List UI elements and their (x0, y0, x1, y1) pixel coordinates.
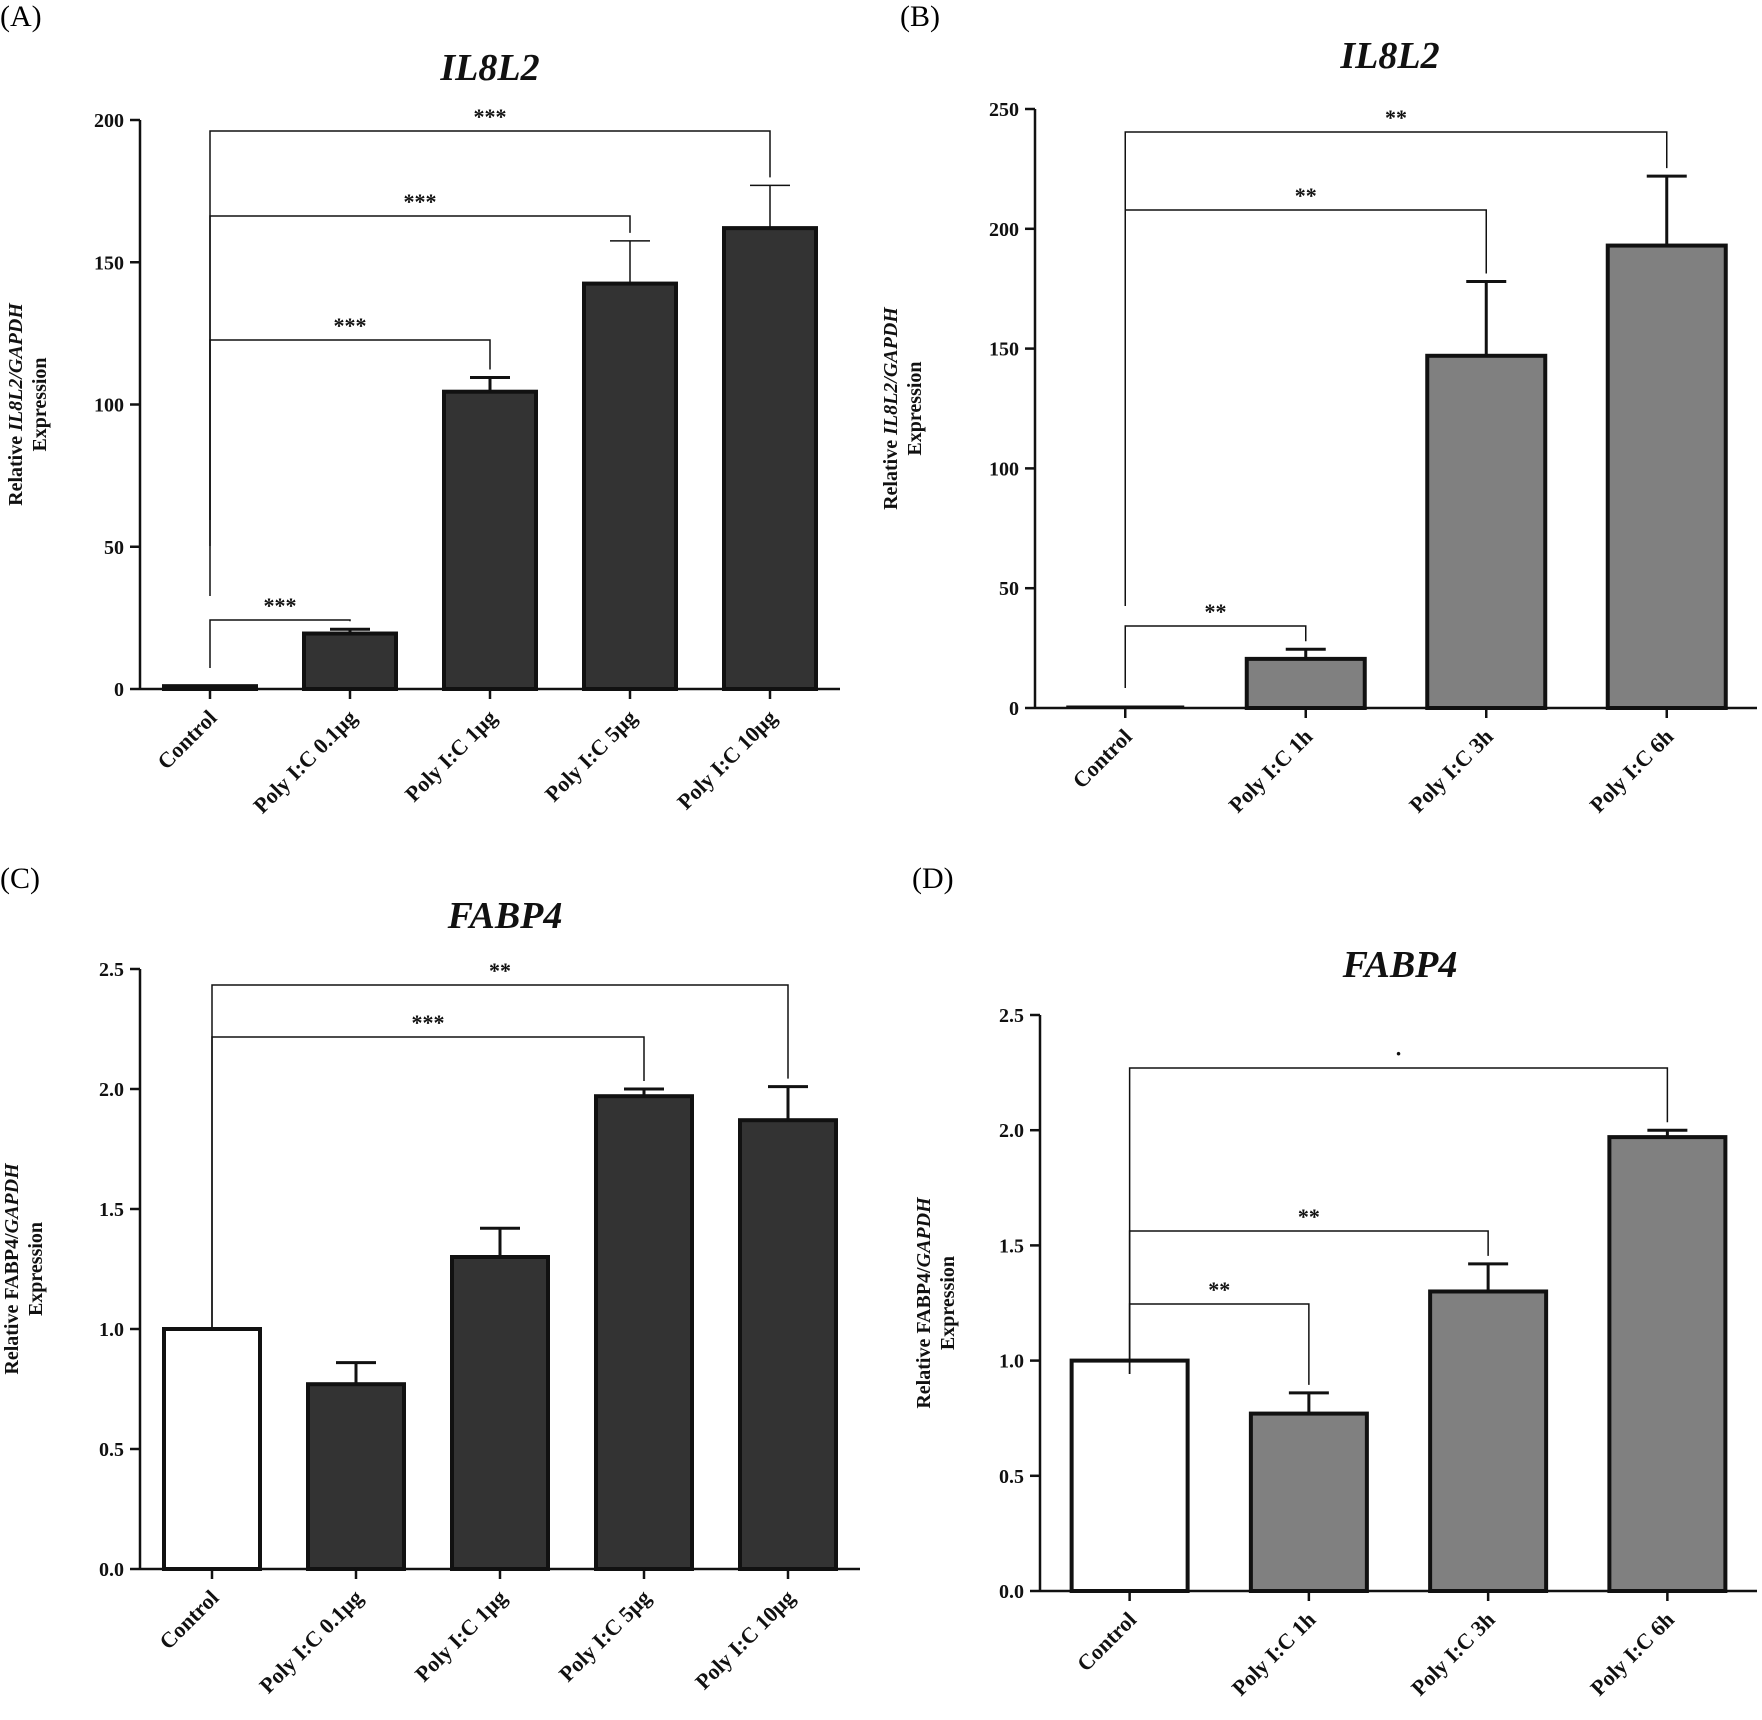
y-axis-label-b: Relative IL8L2/GAPDH (880, 306, 902, 510)
category-label-c: Poly I:C 1μg (410, 1585, 512, 1687)
category-label-a: Control (152, 705, 221, 774)
bar-b (1244, 656, 1367, 711)
significance-label-a: *** (474, 104, 507, 129)
chart-title-b: IL8L2 (1339, 35, 1439, 77)
significance-label-a: *** (334, 313, 367, 338)
category-label-b: Poly I:C 6h (1585, 724, 1679, 818)
bar-c (738, 1118, 838, 1571)
significance-label-a: *** (264, 593, 297, 618)
significance-label-d: ** (1298, 1204, 1320, 1229)
y-tick-label-c: 2.5 (99, 959, 124, 981)
y-tick-label-d: 2.5 (999, 1005, 1024, 1027)
chart-title-a: IL8L2 (439, 47, 539, 89)
category-label-a: Poly I:C 0.1μg (248, 705, 361, 818)
y-axis-label-line2-c: Expression (25, 1222, 47, 1316)
y-tick-label-b: 0 (1009, 698, 1019, 720)
bar-a (302, 631, 398, 692)
y-tick-label-c: 0.0 (99, 1559, 124, 1581)
category-label-c: Poly I:C 0.1μg (254, 1585, 367, 1698)
bar-a (162, 684, 258, 692)
category-label-c: Poly I:C 10μg (690, 1585, 799, 1694)
category-label-a: Poly I:C 1μg (400, 705, 502, 807)
y-axis-label-a: Relative IL8L2/GAPDH (5, 302, 27, 506)
significance-label-d: · (1395, 1041, 1402, 1066)
significance-bracket-b (1124, 625, 1307, 688)
bar-c (594, 1094, 694, 1571)
category-label-d: Poly I:C 6h (1585, 1607, 1679, 1701)
category-label-b: Control (1068, 724, 1137, 793)
bar-a (722, 226, 818, 692)
y-tick-label-a: 200 (94, 110, 124, 132)
significance-label-d: ** (1208, 1277, 1230, 1302)
bar-d (1607, 1135, 1728, 1594)
y-tick-label-d: 0.0 (999, 1581, 1024, 1603)
y-axis-label-line2-a: Expression (29, 357, 51, 451)
category-label-d: Control (1072, 1607, 1141, 1676)
bar-d (1428, 1289, 1549, 1593)
significance-bracket-a (209, 215, 631, 546)
bar-a (442, 389, 538, 691)
y-tick-label-a: 0 (114, 679, 124, 701)
significance-label-b: ** (1295, 183, 1317, 208)
significance-bracket-c (211, 1036, 645, 1328)
bar-d (1069, 1358, 1190, 1593)
category-label-d: Poly I:C 1h (1227, 1607, 1321, 1701)
bar-c (450, 1255, 550, 1571)
y-tick-label-c: 1.0 (99, 1319, 124, 1341)
panel-letter-a: (A) (0, 0, 42, 33)
category-label-c: Poly I:C 5μg (554, 1585, 656, 1687)
significance-label-b: ** (1205, 599, 1227, 624)
chart-title-d: FABP4 (1342, 944, 1458, 986)
significance-label-c: ** (489, 958, 511, 983)
y-tick-label-b: 200 (989, 219, 1019, 241)
significance-bracket-a (209, 619, 351, 668)
bar-a (582, 281, 678, 691)
bar-b (1425, 353, 1548, 710)
category-label-a: Poly I:C 10μg (672, 705, 781, 814)
bar-b (1605, 243, 1728, 711)
panel-letter-c: (C) (0, 862, 40, 895)
y-tick-label-d: 0.5 (999, 1466, 1024, 1488)
significance-label-a: *** (404, 189, 437, 214)
significance-label-b: ** (1385, 105, 1407, 130)
y-axis-label-c: Relative FABP4/GAPDH (1, 1162, 23, 1375)
panel-letter-d: (D) (912, 862, 954, 895)
bar-c (306, 1382, 406, 1571)
y-axis-label-d: Relative FABP4/GAPDH (913, 1196, 935, 1409)
category-label-b: Poly I:C 1h (1224, 724, 1318, 818)
y-tick-label-b: 50 (999, 578, 1019, 600)
y-tick-label-a: 100 (94, 395, 124, 417)
significance-bracket-b (1124, 131, 1668, 554)
y-tick-label-c: 2.0 (99, 1079, 124, 1101)
y-tick-label-a: 50 (104, 537, 124, 559)
y-tick-label-d: 2.0 (999, 1120, 1024, 1142)
chart-title-c: FABP4 (447, 895, 563, 937)
y-tick-label-b: 100 (989, 458, 1019, 480)
significance-bracket-a (209, 130, 771, 520)
category-label-c: Control (154, 1585, 223, 1654)
y-tick-label-b: 250 (989, 99, 1019, 121)
y-tick-label-c: 0.5 (99, 1439, 124, 1461)
significance-bracket-c (211, 984, 789, 1328)
y-tick-label-a: 150 (94, 252, 124, 274)
y-tick-label-d: 1.0 (999, 1351, 1024, 1373)
y-axis-label-line2-d: Expression (937, 1256, 959, 1350)
bar-d (1248, 1411, 1369, 1594)
y-tick-label-c: 1.5 (99, 1199, 124, 1221)
y-axis-label-line2-b: Expression (904, 361, 926, 455)
category-label-d: Poly I:C 3h (1406, 1607, 1500, 1701)
category-label-b: Poly I:C 3h (1404, 724, 1498, 818)
bar-c (162, 1327, 262, 1571)
panel-letter-b: (B) (900, 0, 940, 33)
category-label-a: Poly I:C 5μg (540, 705, 642, 807)
y-tick-label-d: 1.5 (999, 1235, 1024, 1257)
y-tick-label-b: 150 (989, 339, 1019, 361)
significance-label-c: *** (412, 1010, 445, 1035)
significance-bracket-d (1128, 1067, 1669, 1374)
